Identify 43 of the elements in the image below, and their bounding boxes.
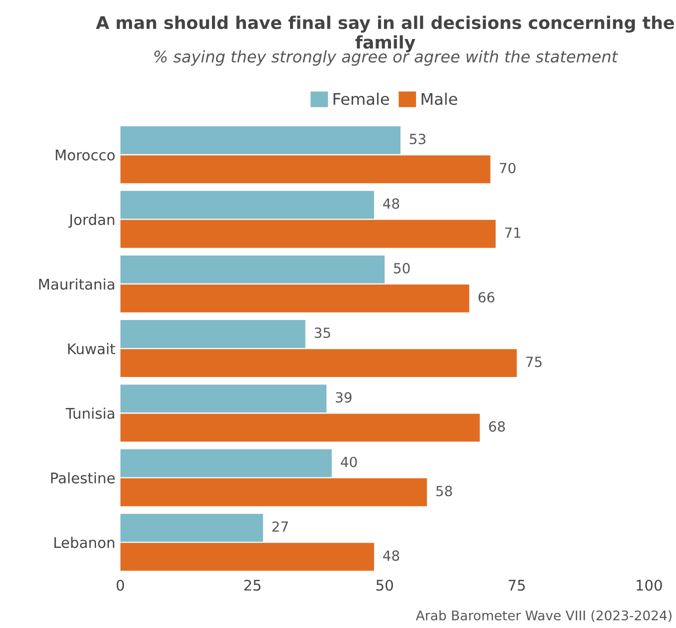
data-label: 27 [272, 521, 288, 532]
bar [120, 320, 306, 348]
y-tick-label: Palestine [51, 472, 115, 484]
data-label: 71 [505, 228, 520, 238]
bar [120, 414, 480, 442]
legend-label: Male [422, 92, 458, 105]
y-tick-label: Tunisia [66, 408, 114, 419]
data-label: 39 [336, 392, 352, 403]
data-label: 53 [410, 134, 426, 144]
bar [120, 284, 470, 312]
y-tick-label: Lebanon [54, 536, 114, 548]
bar [120, 220, 496, 248]
data-label: 68 [489, 421, 505, 432]
bar [120, 155, 490, 184]
text: Arab Barometer Wave VIII (2023-2024) [416, 610, 672, 622]
legend-label: Female [334, 92, 389, 105]
data-label: 35 [314, 328, 330, 338]
bar [120, 126, 401, 154]
bar [120, 190, 374, 219]
data-label: 50 [394, 262, 410, 274]
y-tick-label: Kuwait [68, 343, 116, 354]
y-tick-label: Mauritania [39, 278, 114, 290]
bar [120, 255, 385, 284]
data-label: 58 [436, 486, 452, 496]
data-label: 66 [478, 292, 494, 303]
bar [120, 542, 374, 571]
data-label: 70 [500, 162, 516, 174]
data-label: 40 [340, 456, 357, 468]
bar [120, 478, 427, 506]
bar [120, 349, 517, 378]
bar [120, 449, 332, 478]
bar [120, 514, 264, 542]
data-label: 48 [383, 198, 400, 209]
bar [120, 384, 326, 413]
x-tick-label: 100 [636, 580, 662, 591]
x-tick-label: 0 [116, 580, 124, 591]
data-label: 48 [383, 550, 400, 561]
x-tick-label: 75 [508, 580, 525, 591]
y-tick-label: Morocco [56, 150, 115, 161]
y-tick-label: Jordan [68, 214, 114, 228]
x-tick-label: 50 [376, 580, 393, 591]
data-label: 75 [526, 356, 542, 368]
x-tick-label: 25 [244, 580, 260, 591]
